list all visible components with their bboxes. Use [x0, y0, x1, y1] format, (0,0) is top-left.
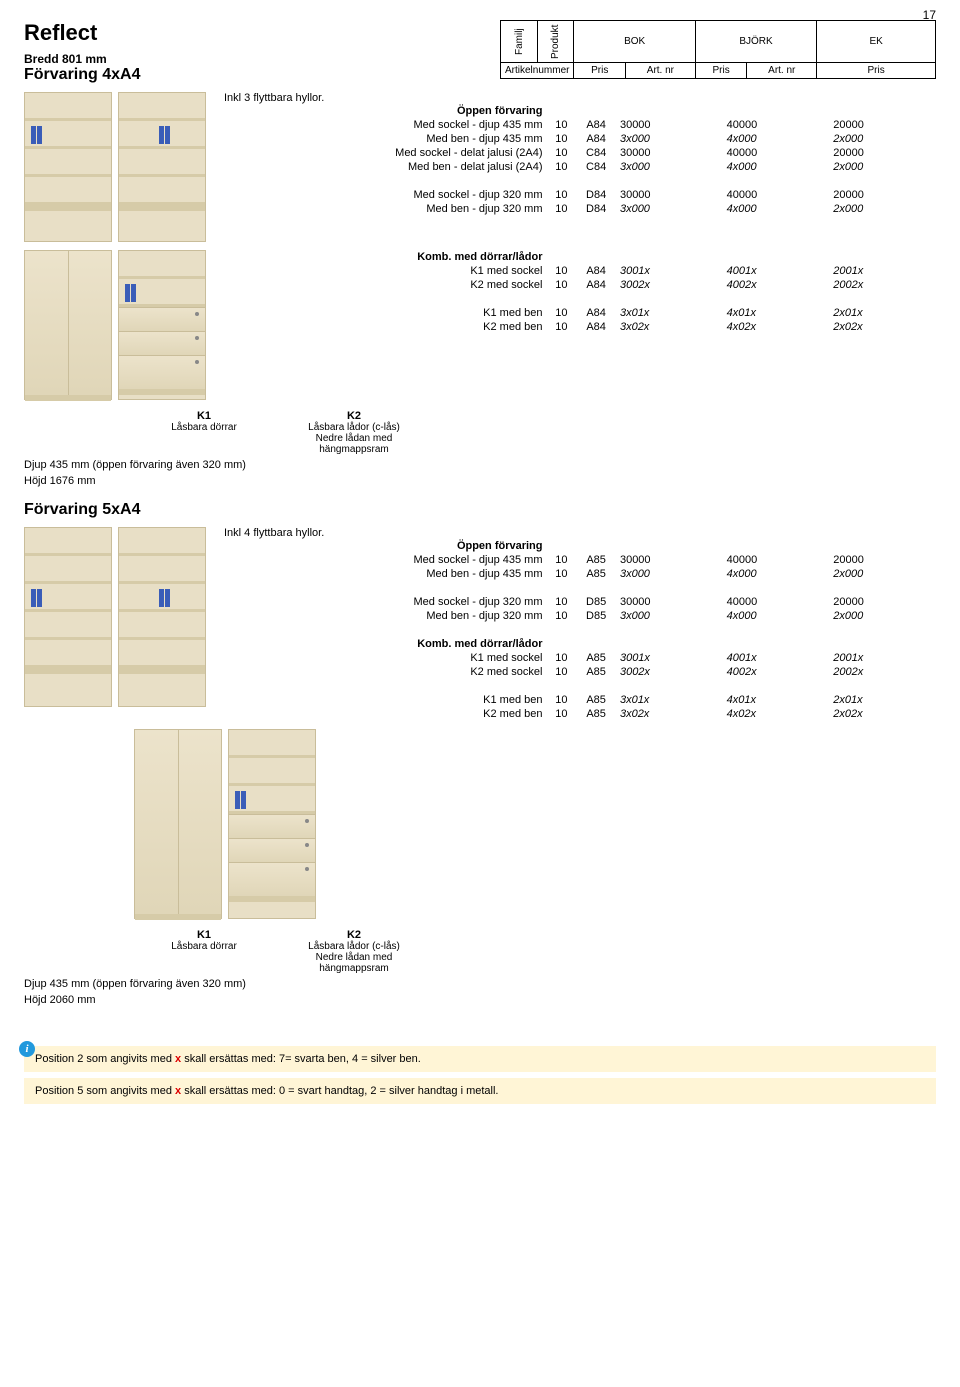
table-5-group3: Komb. med dörrar/lådor K1 med sockel10A8…: [224, 637, 936, 679]
table-row: K2 med sockel10A843002x4002x2002x: [224, 278, 936, 292]
table-row: Med sockel - djup 435 mm10A8530000400002…: [224, 553, 936, 567]
footer2a: Position 5 som angivits med: [35, 1085, 175, 1097]
k-labels-4: K1 Låsbara dörrar K2 Låsbara lådor (c-lå…: [134, 410, 936, 455]
table-5-group1: Öppen förvaring Med sockel - djup 435 mm…: [224, 539, 936, 581]
cabinet-images-4a: [24, 92, 224, 242]
height-4: Höjd 1676 mm: [24, 475, 936, 487]
height-5: Höjd 2060 mm: [24, 994, 936, 1006]
group3-title: Komb. med dörrar/lådor: [224, 250, 547, 264]
table-5-group2: Med sockel - djup 320 mm10D8530000400002…: [224, 595, 936, 623]
k2-desc3-5: hängmappsram: [284, 963, 424, 974]
table-row: Med ben - djup 320 mm10D853x0004x0002x00…: [224, 609, 936, 623]
table-row: K2 med ben10A843x02x4x02x2x02x: [224, 320, 936, 334]
table-row: K1 med sockel10A843001x4001x2001x: [224, 264, 936, 278]
dim-4: Djup 435 mm (öppen förvaring även 320 mm…: [24, 459, 936, 471]
table-row: Med sockel - djup 435 mm10A8430000400002…: [224, 118, 936, 132]
col-artnr-label: Artikelnummer: [501, 63, 574, 79]
table-4-group4: K1 med ben10A843x01x4x01x2x01xK2 med ben…: [224, 306, 936, 334]
footer2b: skall ersättas med: 0 = svart handtag, 2…: [181, 1085, 498, 1097]
col-artnr2: Art. nr: [747, 63, 817, 79]
table-4-group1: Öppen förvaring Med sockel - djup 435 mm…: [224, 104, 936, 174]
table-row: Med sockel - delat jalusi (2A4)10C843000…: [224, 146, 936, 160]
k2-desc1: Låsbara lådor (c-lås): [284, 422, 424, 433]
col-familj: Familj: [501, 21, 538, 63]
info-box-2: Position 5 som angivits med x skall ersä…: [24, 1078, 936, 1104]
cabinet-images-5a: [24, 527, 224, 721]
info-icon: i: [19, 1041, 35, 1057]
table-row: Med ben - djup 435 mm10A853x0004x0002x00…: [224, 567, 936, 581]
k2-label-5: K2: [284, 929, 424, 941]
k2-desc1-5: Låsbara lådor (c-lås): [284, 941, 424, 952]
table-row: K1 med sockel10A853001x4001x2001x: [224, 651, 936, 665]
group3-title-5: Komb. med dörrar/lådor: [224, 637, 547, 651]
k2-desc2: Nedre lådan med: [284, 433, 424, 444]
k1-desc-5: Låsbara dörrar: [134, 941, 274, 952]
table-4-group3: Komb. med dörrar/lådor K1 med sockel10A8…: [224, 250, 936, 292]
col-pris3: Pris: [817, 63, 936, 79]
k2-desc2-5: Nedre lådan med: [284, 952, 424, 963]
table-row: Med ben - delat jalusi (2A4)10C843x0004x…: [224, 160, 936, 174]
dim-5: Djup 435 mm (öppen förvaring även 320 mm…: [24, 978, 936, 990]
k1-label: K1: [134, 410, 274, 422]
k-labels-5: K1 Låsbara dörrar K2 Låsbara lådor (c-lå…: [134, 929, 936, 974]
k2-label: K2: [284, 410, 424, 422]
table-4-group2: Med sockel - djup 320 mm10D8430000400002…: [224, 188, 936, 216]
table-row: Med ben - djup 320 mm10D843x0004x0002x00…: [224, 202, 936, 216]
table-5-group4: K1 med ben10A853x01x4x01x2x01xK2 med ben…: [224, 693, 936, 721]
col-ek: EK: [817, 21, 936, 63]
col-bok: BOK: [574, 21, 695, 63]
col-produkt: Produkt: [537, 21, 574, 63]
k1-desc: Låsbara dörrar: [134, 422, 274, 433]
footer1b: skall ersättas med: 7= svarta ben, 4 = s…: [181, 1053, 421, 1065]
header-table: Familj Produkt BOK BJÖRK EK Artikelnumme…: [500, 20, 936, 79]
footer1a: Position 2 som angivits med: [35, 1053, 175, 1065]
table-row: Med sockel - djup 320 mm10D8430000400002…: [224, 188, 936, 202]
col-pris1: Pris: [574, 63, 626, 79]
cabinet-images-4b: [24, 250, 224, 400]
table-row: K2 med sockel10A853002x4002x2002x: [224, 665, 936, 679]
cabinet-images-5b: [134, 729, 334, 919]
table-row: K1 med ben10A853x01x4x01x2x01x: [224, 693, 936, 707]
k1-label-5: K1: [134, 929, 274, 941]
table-row: Med sockel - djup 320 mm10D8530000400002…: [224, 595, 936, 609]
table-row: Med ben - djup 435 mm10A843x0004x0002x00…: [224, 132, 936, 146]
info-box-1: i Position 2 som angivits med x skall er…: [24, 1046, 936, 1072]
group1-title: Öppen förvaring: [224, 104, 547, 118]
col-pris2: Pris: [695, 63, 747, 79]
col-artnr1: Art. nr: [625, 63, 695, 79]
col-bjork: BJÖRK: [695, 21, 816, 63]
section5-title: Förvaring 5xA4: [24, 501, 936, 519]
section4-subtitle: Inkl 3 flyttbara hyllor.: [224, 92, 936, 104]
group1-title-5: Öppen förvaring: [224, 539, 547, 553]
section5-subtitle: Inkl 4 flyttbara hyllor.: [224, 527, 936, 539]
k2-desc3: hängmappsram: [284, 444, 424, 455]
table-row: K1 med ben10A843x01x4x01x2x01x: [224, 306, 936, 320]
table-row: K2 med ben10A853x02x4x02x2x02x: [224, 707, 936, 721]
